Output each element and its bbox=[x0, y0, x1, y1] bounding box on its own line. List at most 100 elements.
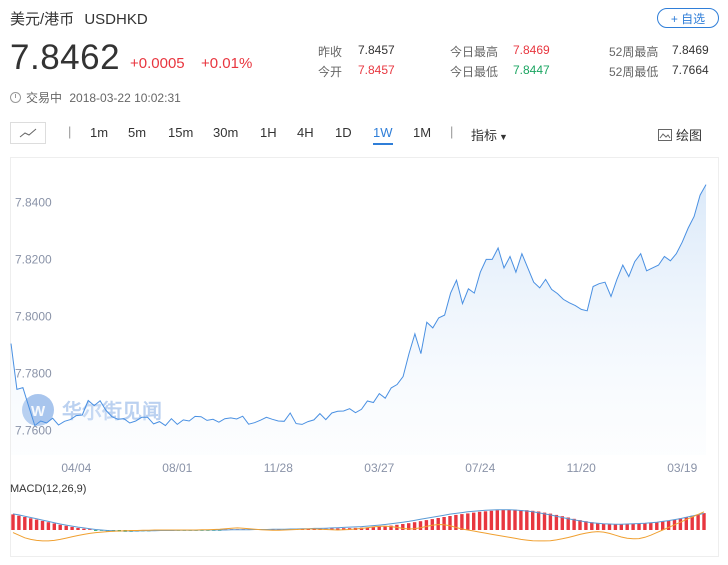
macd-bar bbox=[424, 520, 429, 530]
macd-bar bbox=[596, 523, 600, 530]
macd-bar bbox=[489, 510, 494, 530]
macd-bar bbox=[566, 517, 570, 530]
macd-bar bbox=[430, 519, 434, 530]
x-tick-label: 03/27 bbox=[364, 461, 394, 475]
draw-button[interactable]: 绘图 bbox=[658, 125, 702, 144]
watermark-mark-letter: W bbox=[31, 403, 46, 420]
macd-bar bbox=[17, 515, 21, 530]
macd-bar bbox=[389, 525, 393, 530]
macd-bar bbox=[613, 524, 618, 530]
macd-bar bbox=[525, 510, 529, 530]
current-price: 7.8462 bbox=[10, 38, 121, 77]
macd-bar bbox=[64, 525, 68, 530]
stat-value-52w-low: 7.7664 bbox=[672, 63, 709, 77]
indicator-label: 指标 bbox=[471, 128, 498, 143]
macd-bar bbox=[590, 522, 594, 530]
macd-bar bbox=[507, 509, 511, 530]
macd-bar bbox=[70, 526, 74, 530]
stat-value-52w-high: 7.8469 bbox=[672, 43, 709, 57]
macd-bar bbox=[442, 517, 446, 530]
macd-bar bbox=[649, 522, 653, 530]
toolbar-divider: | bbox=[450, 124, 454, 139]
stat-label-52w-low: 52周最低 bbox=[609, 65, 659, 79]
stat-label-52w-high: 52周最高 bbox=[609, 45, 659, 59]
macd-bar bbox=[631, 523, 635, 530]
macd-bar bbox=[466, 513, 470, 530]
stat-label-prev-close: 昨收 bbox=[318, 45, 343, 59]
period-tab-15m[interactable]: 15m bbox=[168, 125, 194, 140]
macd-bar bbox=[536, 511, 541, 530]
stat-value-day-high: 7.8469 bbox=[513, 43, 550, 57]
period-tab-1mo[interactable]: 1M bbox=[413, 125, 432, 140]
macd-bar bbox=[383, 526, 387, 530]
y-tick-label: 7.7600 bbox=[15, 424, 52, 438]
y-tick-label: 7.7800 bbox=[15, 367, 52, 381]
macd-bar bbox=[11, 514, 15, 530]
trading-status-text: 交易中 bbox=[26, 91, 63, 105]
macd-bar bbox=[578, 520, 582, 530]
macd-bar bbox=[495, 510, 499, 530]
macd-bar bbox=[88, 529, 92, 530]
macd-bar bbox=[46, 522, 51, 530]
period-tab-1d[interactable]: 1D bbox=[335, 125, 352, 140]
clock-icon bbox=[10, 92, 21, 103]
period-tab-1w[interactable]: 1W bbox=[373, 125, 393, 145]
macd-bar bbox=[472, 512, 476, 530]
x-tick-label: 04/04 bbox=[61, 461, 91, 475]
macd-bar bbox=[519, 510, 523, 530]
add-watchlist-button[interactable]: + 自选 bbox=[657, 8, 719, 28]
y-tick-label: 7.8000 bbox=[15, 309, 52, 323]
instrument-name: 美元/港币 USDHKD bbox=[10, 8, 148, 29]
stat-label-day-low: 今日最低 bbox=[450, 65, 499, 79]
macd-bar bbox=[371, 527, 375, 530]
period-tab-1h[interactable]: 1H bbox=[260, 125, 277, 140]
macd-bar bbox=[531, 510, 535, 530]
chart-container[interactable] bbox=[10, 157, 719, 557]
toolbar-divider: | bbox=[68, 124, 72, 139]
x-tick-label: 07/24 bbox=[465, 461, 495, 475]
period-tab-4h[interactable]: 4H bbox=[297, 125, 314, 140]
macd-bar bbox=[29, 518, 33, 530]
macd-bar bbox=[365, 527, 370, 530]
macd-bar bbox=[560, 516, 564, 530]
picture-icon bbox=[658, 129, 672, 141]
price-area-fill bbox=[11, 184, 706, 455]
indicator-dropdown[interactable]: 指标 ▼ bbox=[471, 125, 508, 144]
macd-bar bbox=[625, 524, 629, 530]
macd-bar bbox=[684, 517, 688, 530]
macd-bar bbox=[412, 522, 417, 530]
macd-bar bbox=[696, 514, 700, 530]
price-change-percent: +0.01% bbox=[201, 55, 253, 72]
macd-bar bbox=[584, 521, 588, 530]
stat-value-prev-close: 7.8457 bbox=[358, 43, 395, 57]
macd-bar bbox=[655, 522, 659, 530]
macd-bar bbox=[454, 514, 458, 530]
macd-bar bbox=[58, 524, 62, 530]
macd-bar bbox=[483, 511, 488, 530]
macd-bar bbox=[401, 524, 405, 530]
period-tab-5m[interactable]: 5m bbox=[128, 125, 147, 140]
macd-bar bbox=[501, 510, 505, 530]
period-tab-1m[interactable]: 1m bbox=[90, 125, 109, 140]
macd-bar bbox=[548, 513, 553, 530]
macd-bar bbox=[477, 511, 482, 530]
stat-label-day-high: 今日最高 bbox=[450, 45, 499, 59]
macd-bar bbox=[342, 528, 346, 530]
macd-slow-line bbox=[12, 511, 705, 542]
macd-bar bbox=[40, 520, 45, 530]
period-tab-30m[interactable]: 30m bbox=[213, 125, 239, 140]
chart-type-button[interactable] bbox=[10, 122, 46, 144]
macd-bar bbox=[637, 523, 641, 530]
macd-bar bbox=[666, 520, 671, 530]
macd-bar bbox=[336, 528, 340, 530]
macd-bar bbox=[661, 521, 665, 530]
macd-bar bbox=[52, 523, 56, 530]
x-tick-label: 08/01 bbox=[162, 461, 192, 475]
macd-bar bbox=[678, 518, 683, 530]
macd-bar bbox=[76, 527, 80, 530]
macd-bar bbox=[23, 517, 27, 530]
macd-bar bbox=[607, 523, 612, 530]
price-line bbox=[10, 184, 707, 427]
draw-label: 绘图 bbox=[676, 128, 703, 143]
macd-bar bbox=[643, 523, 647, 530]
